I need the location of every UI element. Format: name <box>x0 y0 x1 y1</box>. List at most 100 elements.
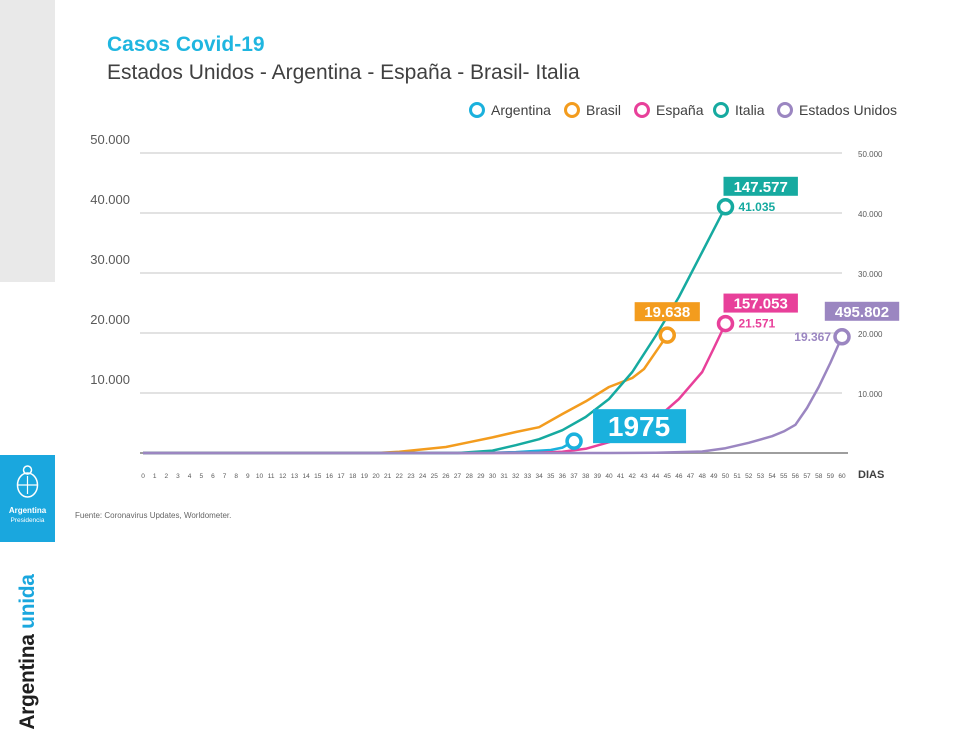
x-tick-label: 13 <box>291 473 299 480</box>
x-axis-label: DIAS <box>858 469 884 481</box>
x-tick-label: 52 <box>745 473 753 480</box>
x-tick-label: 59 <box>827 473 835 480</box>
covid-line-chart: 10.000 10.000 20.000 20.000 30.000 30.000 40.0… <box>90 102 900 481</box>
point-value-label: 41.035 <box>739 200 776 214</box>
y-tick-label-right: 30.000 <box>858 270 883 279</box>
brand-word-argentina: Argentina <box>16 634 39 730</box>
series-line-brasil <box>143 334 669 455</box>
chart-subtitle: Estados Unidos - Argentina - España - Br… <box>107 61 580 84</box>
x-tick-label: 9 <box>246 473 250 480</box>
x-tick-label: 32 <box>512 473 520 480</box>
legend-label: Argentina <box>491 102 551 118</box>
x-tick-label: 34 <box>535 473 543 480</box>
legend-marker <box>469 102 485 118</box>
series-end-point <box>833 328 851 346</box>
x-tick-label: 16 <box>326 473 334 480</box>
series-end-point <box>658 326 676 344</box>
series-end-point <box>716 314 735 333</box>
x-tick-label: 36 <box>559 473 567 480</box>
x-tick-label: 44 <box>652 473 660 480</box>
presidencia-logo: Argentina Presidencia <box>0 455 55 542</box>
x-tick-label: 11 <box>268 473 275 480</box>
x-tick-label: 15 <box>314 473 322 480</box>
x-tick-label: 42 <box>629 473 637 480</box>
callout-value: 19.638 <box>644 304 690 321</box>
x-tick-label: 45 <box>664 473 672 480</box>
emblem-title: Argentina <box>8 506 47 515</box>
x-tick-label: 54 <box>768 473 776 480</box>
brand-logo-text: Argentina unida <box>16 574 40 729</box>
sidebar-panel <box>0 0 55 282</box>
legend-label: España <box>656 102 704 118</box>
x-tick-label: 51 <box>734 473 742 480</box>
callout-box <box>723 176 798 196</box>
x-tick-label: 47 <box>687 473 695 480</box>
y-tick-label-right: 50.000 <box>858 150 883 159</box>
callout-box <box>824 301 900 321</box>
x-tick-label: 17 <box>337 473 345 480</box>
legend-label: Brasil <box>586 102 621 118</box>
x-tick-label: 49 <box>710 473 718 480</box>
x-tick-label: 22 <box>396 473 404 480</box>
emblem-subtitle: Presidencia <box>10 517 45 524</box>
series-line-italia <box>143 206 727 455</box>
callout-value: 1975 <box>608 411 670 442</box>
x-tick-label: 60 <box>838 473 846 480</box>
x-tick-label: 7 <box>223 473 227 480</box>
callout-value: 147.577 <box>734 179 788 196</box>
x-tick-label: 38 <box>582 473 590 480</box>
x-tick-label: 27 <box>454 473 462 480</box>
x-tick-label: 37 <box>570 473 578 480</box>
x-tick-label: 14 <box>302 473 310 480</box>
legend-label: Italia <box>735 102 765 118</box>
callout-box <box>634 302 700 322</box>
x-tick-label: 29 <box>477 473 485 480</box>
y-tick-label-left: 50.000 <box>90 132 130 147</box>
y-tick-label-left: 30.000 <box>90 252 130 267</box>
y-tick-label-left: 20.000 <box>90 312 130 327</box>
point-value-label: 19.367 <box>794 330 831 344</box>
x-tick-label: 3 <box>176 473 180 480</box>
legend-marker <box>564 102 580 118</box>
series-end-point <box>716 198 735 216</box>
x-tick-label: 58 <box>815 473 823 480</box>
x-tick-label: 8 <box>234 473 238 480</box>
source-note: Fuente: Coronavirus Updates, Worldometer… <box>75 511 232 520</box>
y-tick-label-left: 40.000 <box>90 192 130 207</box>
series-end-point <box>565 432 583 450</box>
point-value-label: 21.571 <box>739 317 776 331</box>
x-tick-label: 18 <box>349 473 357 480</box>
x-tick-label: 39 <box>594 473 602 480</box>
legend-label: Estados Unidos <box>799 102 897 118</box>
x-tick-label: 46 <box>675 473 683 480</box>
x-tick-label: 48 <box>699 473 707 480</box>
x-tick-label: 57 <box>803 473 811 480</box>
brand-word-unida: unida <box>16 574 39 629</box>
y-tick-label-right: 20.000 <box>858 330 883 339</box>
x-tick-label: 0 <box>141 473 145 480</box>
y-tick-label-right: 40.000 <box>858 210 883 219</box>
x-tick-label: 33 <box>524 473 532 480</box>
chart-title: Casos Covid-19 <box>107 33 265 56</box>
x-tick-label: 1 <box>153 473 157 480</box>
x-tick-label: 12 <box>279 473 287 480</box>
legend-marker <box>713 102 729 118</box>
series-line-estados-unidos <box>143 336 844 455</box>
x-tick-label: 35 <box>547 473 555 480</box>
x-tick-label: 19 <box>361 473 369 480</box>
x-tick-label: 20 <box>372 473 380 480</box>
x-tick-label: 24 <box>419 473 427 480</box>
x-tick-label: 41 <box>617 473 625 480</box>
x-tick-label: 25 <box>431 473 439 480</box>
y-tick-label-right: 10.000 <box>858 390 883 399</box>
x-tick-label: 21 <box>384 473 392 480</box>
x-tick-label: 26 <box>442 473 450 480</box>
callout-value: 495.802 <box>835 304 889 321</box>
callout-value: 157.053 <box>734 296 788 313</box>
x-tick-label: 6 <box>211 473 215 480</box>
x-tick-label: 40 <box>605 473 613 480</box>
x-tick-label: 55 <box>780 473 788 480</box>
x-tick-label: 4 <box>188 473 192 480</box>
coat-of-arms-icon <box>16 465 39 498</box>
x-tick-label: 43 <box>640 473 648 480</box>
